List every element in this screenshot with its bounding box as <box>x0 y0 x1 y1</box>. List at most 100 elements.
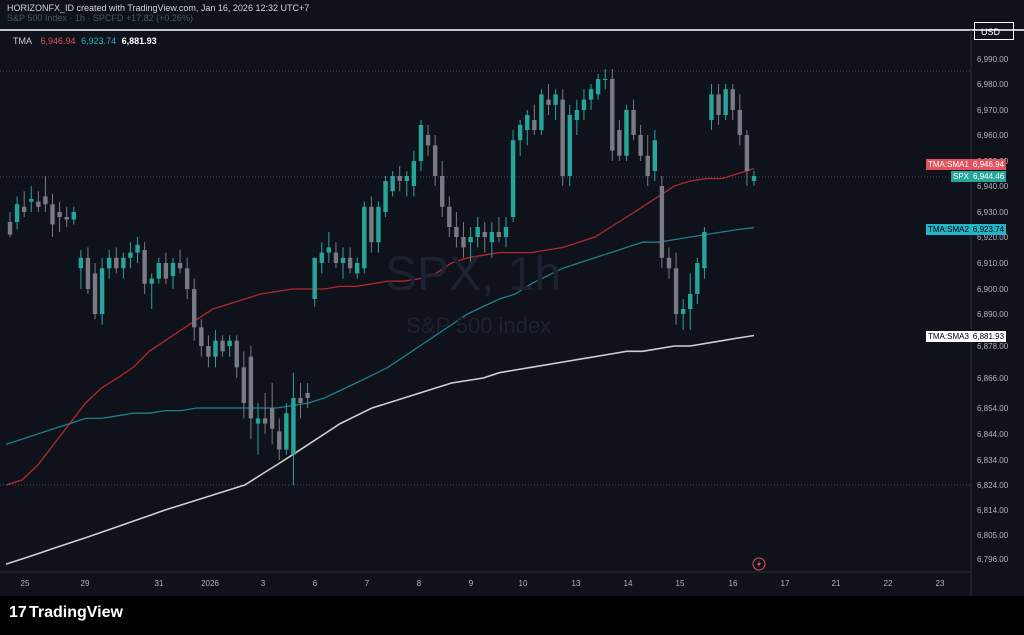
candle-body <box>21 206 27 212</box>
candle-body <box>107 257 112 269</box>
candle-body <box>220 340 225 352</box>
header-subtitle: S&P 500 Index · 1h · SPCFD +17.82 (+0.26… <box>7 13 193 23</box>
candle-body <box>517 125 523 141</box>
candle-body <box>50 204 55 225</box>
candle-body <box>163 263 169 279</box>
candle-body <box>277 431 282 450</box>
candle-body <box>177 263 183 269</box>
spx-price-tag: SPX 6,944.46 <box>951 171 1007 182</box>
candle-body <box>454 227 459 237</box>
candle-body <box>709 94 714 120</box>
tradingview-logo[interactable]: 17 TradingView <box>9 604 123 622</box>
y-tick-label: 6,890.00 <box>977 310 1009 319</box>
candle-body <box>638 135 643 156</box>
x-tick-label: 2026 <box>201 579 219 588</box>
candle-body <box>135 244 140 253</box>
y-tick-label: 6,940.00 <box>977 182 1009 191</box>
candle-body <box>284 413 289 450</box>
candle-body <box>716 94 721 115</box>
sma3-price-tag: TMA:SMA3 6,881.93 <box>926 331 1007 342</box>
candle-body <box>447 206 452 227</box>
y-tick-label: 6,960.00 <box>977 131 1009 140</box>
sma2-price-tag: TMA:SMA2 6,923.74 <box>926 224 1007 235</box>
y-tick-label: 6,866.00 <box>977 374 1009 383</box>
candle-body <box>234 340 239 368</box>
candle-body <box>737 110 743 135</box>
candle-body <box>7 222 13 235</box>
candle-body <box>482 232 487 237</box>
candle-body <box>29 199 34 202</box>
sma2-tag-value: 6,923.74 <box>970 224 1007 235</box>
candle-body <box>170 263 176 276</box>
x-tick-label: 9 <box>469 579 474 588</box>
candle-body <box>85 257 91 289</box>
y-tick-label: 6,878.00 <box>977 342 1009 351</box>
candle-body <box>475 227 480 237</box>
candle-body <box>206 346 211 357</box>
x-tick-label: 14 <box>624 579 633 588</box>
candle-body <box>673 268 679 314</box>
y-tick-label: 6,814.00 <box>977 506 1009 515</box>
candle-body <box>744 135 750 171</box>
candle-body <box>404 176 409 181</box>
candle-body <box>121 257 126 269</box>
x-tick-label: 31 <box>155 579 164 588</box>
candle-body <box>248 356 254 419</box>
y-tick-label: 6,910.00 <box>977 259 1009 268</box>
lightning-icon[interactable] <box>752 557 766 571</box>
candle-body <box>489 232 495 243</box>
currency-button[interactable]: USD <box>974 22 1014 40</box>
sma3-tag-label: TMA:SMA3 <box>926 331 971 342</box>
candle-body <box>71 212 76 220</box>
y-tick-label: 6,805.00 <box>977 531 1009 540</box>
candle-body <box>461 237 466 248</box>
x-tick-label: 29 <box>81 579 90 588</box>
sma1-price-tag: TMA:SMA1 6,946.94 <box>926 159 1007 170</box>
sma1-line <box>5 168 755 486</box>
candle-body <box>269 408 275 429</box>
candle-body <box>14 204 20 222</box>
legend-indicator-name: TMA <box>13 36 32 46</box>
candle-body <box>645 155 650 176</box>
footer-bar <box>0 596 1024 635</box>
candle-body <box>390 176 395 192</box>
candle-body <box>43 196 48 205</box>
tradingview-logo-text: TradingView <box>29 604 123 621</box>
candle-body <box>680 309 686 314</box>
candle-body <box>539 94 544 130</box>
candle-body <box>659 186 665 258</box>
candle-body <box>255 418 261 424</box>
y-tick-label: 6,844.00 <box>977 430 1009 439</box>
x-tick-label: 16 <box>729 579 738 588</box>
candle-body <box>36 201 41 207</box>
candle-body <box>510 140 516 217</box>
candle-body <box>603 79 608 80</box>
candle-body <box>560 99 565 176</box>
candle-body <box>418 125 424 161</box>
candle-body <box>411 161 417 186</box>
spx-tag-value: 6,944.46 <box>971 171 1007 182</box>
candle-body <box>326 247 332 253</box>
candle-body <box>751 176 757 181</box>
sma2-line <box>5 227 755 446</box>
y-tick-label: 6,920.00 <box>977 233 1009 242</box>
chart-canvas[interactable]: 6,990.006,980.006,970.006,960.006,950.00… <box>0 0 1024 596</box>
candle-body <box>440 176 445 207</box>
x-tick-label: 13 <box>572 579 581 588</box>
sma3-line <box>5 334 755 565</box>
candle-body <box>468 237 473 243</box>
chart-header: HORIZONFX_ID created with TradingView.co… <box>7 3 309 23</box>
y-tick-label: 6,980.00 <box>977 80 1009 89</box>
candle-body <box>142 250 147 284</box>
legend-sma2-value: 6,923.74 <box>81 36 117 46</box>
candle-body <box>553 94 558 105</box>
candle-body <box>57 212 62 217</box>
candle-body <box>347 257 353 269</box>
y-tick-label: 6,824.00 <box>977 481 1009 490</box>
tradingview-logo-icon: 17 <box>9 604 27 621</box>
candle-body <box>595 79 601 95</box>
x-tick-label: 25 <box>21 579 30 588</box>
indicator-legend[interactable]: TMA 6,946.94 6,923.74 6,881.93 <box>13 36 157 46</box>
candle-body <box>574 110 580 120</box>
